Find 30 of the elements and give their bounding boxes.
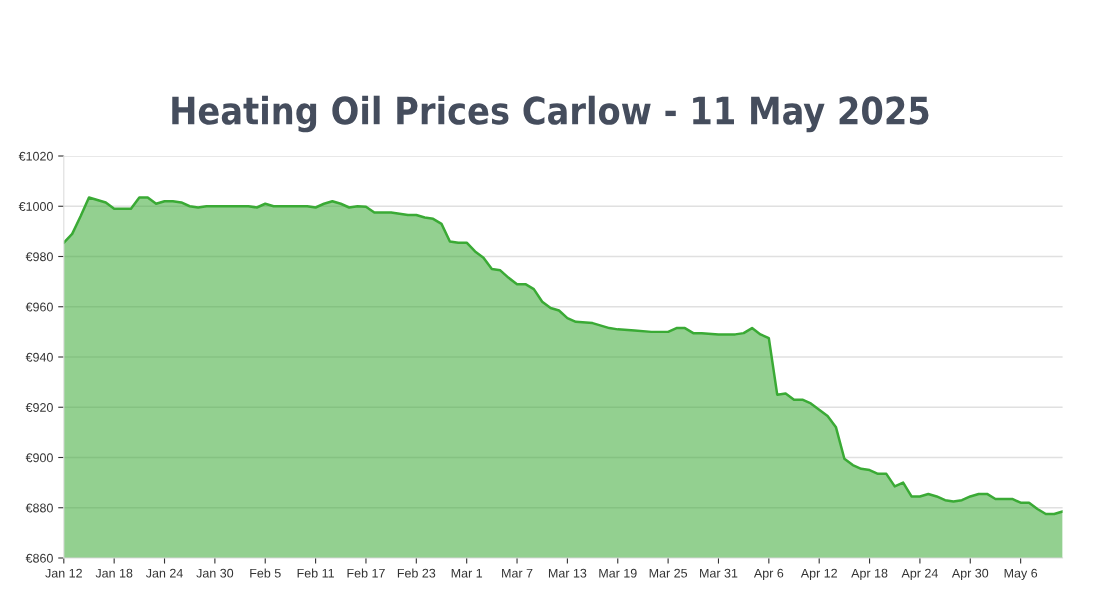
x-tick-label: Apr 24 (901, 568, 938, 581)
x-tick-label: Mar 13 (548, 568, 587, 578)
x-tick-label: Jan 30 (196, 568, 234, 578)
y-tick-label: €1000 (18, 202, 53, 211)
y-tick-label: €920 (25, 403, 53, 412)
y-tick-label: €940 (25, 352, 53, 362)
x-tick-label: Apr 18 (851, 568, 888, 581)
x-tick-label: Feb 17 (347, 568, 385, 578)
x-tick-label: Mar 1 (451, 568, 483, 578)
x-tick-label: Feb 23 (397, 568, 436, 578)
x-tick-label: Apr 12 (800, 568, 837, 581)
x-tick-label: Mar 31 (700, 568, 738, 578)
x-tick-label: May 6 (1004, 568, 1038, 581)
x-tick-label: Mar 7 (502, 568, 533, 578)
y-tick-label: €880 (25, 503, 53, 513)
chart-title: Heating Oil Prices Carlow - 11 May 2025 (172, 95, 929, 133)
x-tick-label: Jan 18 (95, 568, 133, 578)
x-tick-label: Apr 30 (951, 568, 989, 581)
y-tick-label: €980 (25, 252, 53, 262)
y-tick-label: €860 (25, 553, 53, 563)
y-tick-label: €1020 (18, 151, 53, 161)
x-tick-label: Jan 12 (45, 568, 82, 578)
x-tick-label: Apr 6 (753, 568, 784, 581)
x-tick-label: Feb 5 (250, 568, 281, 578)
x-tick-label: Mar 19 (599, 568, 637, 578)
x-tick-label: Mar 25 (649, 568, 688, 578)
y-tick-label: €900 (25, 453, 53, 463)
x-tick-label: Jan 24 (145, 568, 183, 578)
x-tick-label: Feb 11 (297, 568, 334, 578)
y-tick-label: €960 (25, 302, 53, 312)
